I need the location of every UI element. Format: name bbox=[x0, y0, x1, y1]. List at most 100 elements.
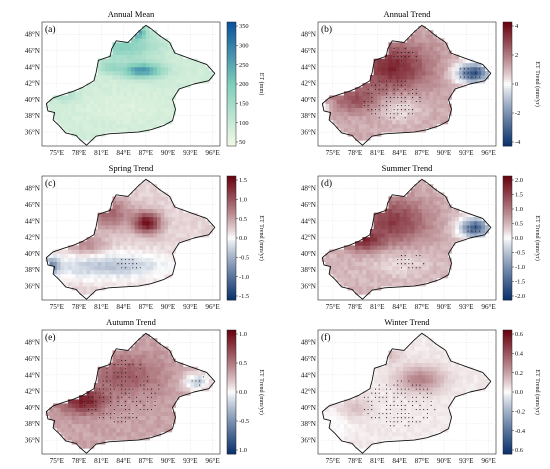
grid-cell bbox=[388, 128, 393, 133]
grid-cell bbox=[384, 220, 389, 226]
grid-cell bbox=[410, 220, 415, 226]
grid-cell bbox=[164, 204, 169, 209]
grid-cell bbox=[127, 50, 132, 55]
grid-cell bbox=[67, 123, 73, 129]
grid-cell bbox=[403, 265, 408, 271]
significance-dot bbox=[386, 388, 388, 390]
grid-cell bbox=[410, 282, 415, 287]
grid-cell bbox=[455, 83, 460, 88]
grid-cell bbox=[381, 241, 386, 246]
colorbar-segment bbox=[227, 22, 236, 25]
grid-cell bbox=[116, 103, 121, 109]
grid-cell bbox=[205, 383, 210, 388]
grid-cell bbox=[105, 277, 110, 283]
grid-cell bbox=[175, 87, 180, 92]
colorbar-segment bbox=[227, 381, 236, 385]
grid-cell bbox=[381, 216, 386, 222]
grid-cell bbox=[447, 229, 452, 234]
colorbar-tick-label: -1.0 bbox=[239, 274, 249, 281]
grid-cell bbox=[134, 346, 139, 351]
colorbar-segment bbox=[503, 389, 512, 393]
grid-cell bbox=[399, 204, 404, 209]
grid-cell bbox=[134, 38, 139, 43]
grid-cell bbox=[347, 103, 352, 109]
grid-cell bbox=[138, 253, 143, 258]
grid-cell bbox=[440, 374, 445, 380]
grid-cell bbox=[373, 103, 378, 109]
colorbar-segment bbox=[503, 398, 512, 401]
grid-cell bbox=[429, 115, 434, 121]
grid-cell bbox=[388, 383, 393, 388]
grid-cell bbox=[418, 192, 423, 197]
grid-cell bbox=[194, 370, 199, 376]
colorbar-segment bbox=[227, 65, 236, 68]
region-boundary bbox=[45, 332, 216, 454]
grid-cell bbox=[79, 265, 84, 271]
grid-cell bbox=[149, 229, 154, 234]
grid-cell bbox=[116, 245, 121, 250]
colorbar-segment bbox=[227, 431, 236, 434]
grid-cell bbox=[112, 265, 117, 271]
grid-cell bbox=[175, 378, 180, 384]
significance-dot bbox=[132, 413, 134, 415]
grid-cell bbox=[171, 358, 176, 363]
grid-cell bbox=[175, 362, 180, 368]
colorbar-segment bbox=[503, 137, 512, 141]
grid-cell bbox=[355, 431, 360, 437]
grid-cell bbox=[403, 350, 408, 355]
grid-cell bbox=[79, 257, 84, 263]
grid-cell bbox=[440, 241, 445, 246]
grid-cell bbox=[105, 261, 110, 267]
grid-cell bbox=[142, 415, 147, 421]
grid-cell bbox=[168, 245, 173, 250]
grid-cell bbox=[407, 87, 412, 92]
grid-cell bbox=[351, 440, 356, 445]
grid-cell bbox=[388, 265, 393, 271]
significance-dot bbox=[393, 96, 395, 99]
grid-cell bbox=[190, 220, 195, 226]
colorbar-segment bbox=[227, 88, 236, 91]
grid-cell bbox=[399, 249, 404, 254]
grid-cell bbox=[414, 273, 419, 279]
grid-cell bbox=[160, 66, 165, 72]
grid-cell bbox=[355, 128, 360, 133]
grid-cell bbox=[429, 249, 434, 254]
grid-cell bbox=[112, 245, 117, 250]
grid-cell bbox=[149, 423, 154, 429]
colorbar-segment bbox=[227, 437, 236, 440]
grid-cell bbox=[156, 196, 162, 201]
colorbar-segment bbox=[503, 334, 512, 337]
grid-cell bbox=[149, 66, 154, 72]
grid-cell bbox=[164, 212, 169, 218]
significance-dot bbox=[382, 105, 384, 107]
colorbar-segment bbox=[503, 410, 512, 414]
significance-dot bbox=[147, 380, 149, 382]
grid-cell bbox=[112, 358, 117, 363]
grid-cell bbox=[403, 374, 408, 380]
grid-cell bbox=[351, 415, 356, 421]
grid-cell bbox=[384, 241, 389, 246]
grid-cell bbox=[156, 269, 162, 275]
grid-cell bbox=[171, 261, 176, 267]
lat-tick-label: 38°N bbox=[25, 112, 41, 120]
grid-cell bbox=[82, 261, 87, 267]
grid-cell bbox=[358, 107, 363, 113]
grid-cell bbox=[477, 378, 482, 384]
grid-cell bbox=[97, 212, 102, 218]
grid-cell bbox=[97, 123, 102, 129]
grid-cell bbox=[164, 95, 169, 100]
grid-cell bbox=[403, 66, 408, 72]
colorbar-segment bbox=[227, 354, 236, 358]
grid-cell bbox=[108, 282, 113, 287]
grid-cell bbox=[64, 403, 69, 408]
grid-cell bbox=[101, 265, 106, 271]
grid-cell bbox=[97, 233, 102, 238]
grid-cell bbox=[90, 440, 95, 445]
grid-cell bbox=[429, 91, 434, 96]
grid-cell bbox=[160, 391, 165, 396]
grid-cell bbox=[321, 411, 326, 417]
grid-cell bbox=[156, 50, 162, 55]
grid-cell bbox=[116, 58, 121, 64]
grid-cell bbox=[351, 99, 356, 104]
grid-cell bbox=[414, 103, 419, 109]
